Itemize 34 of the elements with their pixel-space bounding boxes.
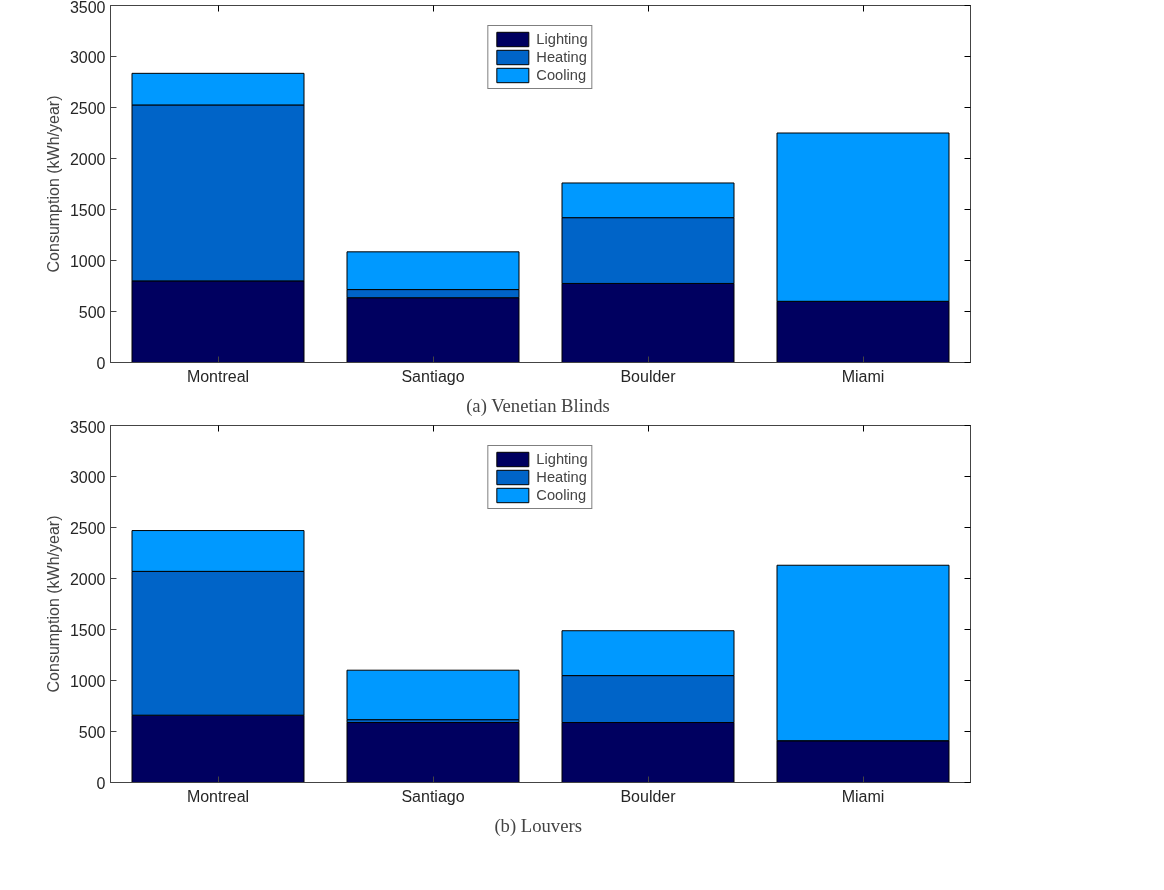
x-tick-label: Boulder — [620, 367, 677, 385]
y-axis-title: Consumption (kWh/year) — [44, 515, 62, 693]
legend-label: Lighting — [536, 451, 588, 467]
x-tick-label: Montreal — [186, 787, 250, 805]
y-tick-label: 2500 — [69, 99, 106, 117]
y-tick-label: 0 — [96, 354, 106, 372]
x-tick-label: Boulder — [620, 787, 677, 805]
y-tick-label: 3000 — [69, 468, 106, 486]
legend-label: Heating — [536, 49, 587, 65]
x-tick-label: Miami — [841, 787, 885, 805]
y-tick-label: 1500 — [69, 621, 106, 639]
legend-label: Cooling — [536, 487, 587, 503]
y-tick-label: 1000 — [69, 672, 106, 690]
legend-label: Lighting — [536, 31, 588, 47]
text: (a) Venetian Blinds — [466, 394, 610, 417]
y-tick-label: 0 — [96, 774, 106, 792]
legend-label: Heating — [536, 469, 587, 485]
y-tick-label: 2000 — [69, 570, 106, 588]
y-tick-label: 500 — [78, 303, 106, 321]
y-tick-label: 1000 — [69, 252, 106, 270]
y-tick-label: 2000 — [69, 150, 106, 168]
x-tick-label: Santiago — [401, 787, 465, 805]
x-tick-label: Montreal — [186, 367, 250, 385]
x-tick-label: Miami — [841, 367, 885, 385]
legend-label: Cooling — [536, 67, 587, 83]
text: (b) Louvers — [494, 814, 582, 837]
y-tick-label: 1500 — [69, 201, 106, 219]
y-tick-label: 2500 — [69, 519, 106, 537]
y-tick-label: 500 — [78, 723, 106, 741]
y-tick-label: 3500 — [69, 0, 106, 16]
y-tick-label: 3000 — [69, 48, 106, 66]
y-tick-label: 3500 — [69, 418, 106, 436]
x-tick-label: Santiago — [401, 367, 465, 385]
y-axis-title: Consumption (kWh/year) — [44, 95, 62, 273]
